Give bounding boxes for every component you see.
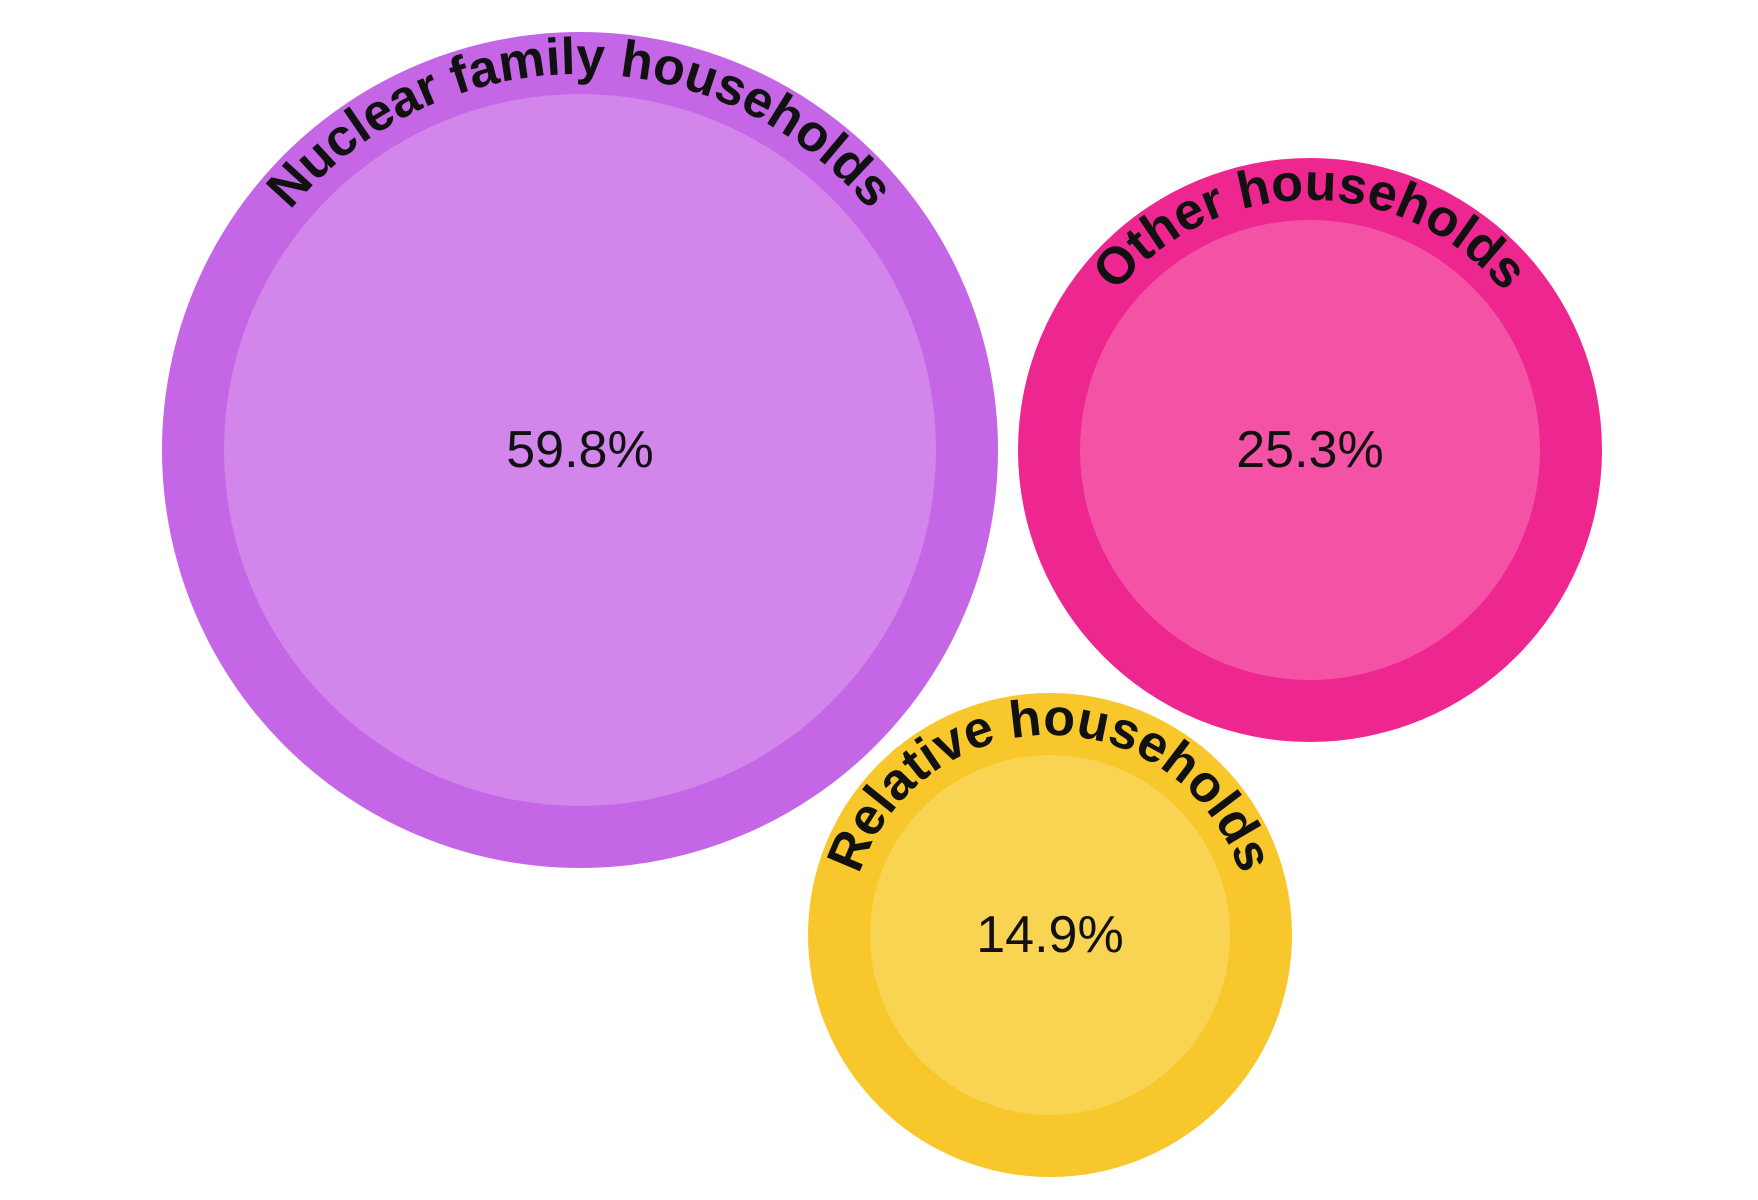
bubble-inner-disc — [870, 755, 1230, 1115]
bubble-other: Other households 25.3% — [1018, 154, 1602, 742]
bubble-inner-disc — [1080, 220, 1540, 680]
bubble-relative: Relative households 14.9% — [808, 689, 1292, 1177]
bubble-value-label: 59.8% — [506, 421, 653, 479]
bubble-value-label: 14.9% — [976, 906, 1123, 964]
bubble-nuclear-family: Nuclear family households 59.8% — [162, 28, 998, 868]
bubble-value-label: 25.3% — [1236, 421, 1383, 479]
bubble-inner-disc — [224, 94, 936, 806]
